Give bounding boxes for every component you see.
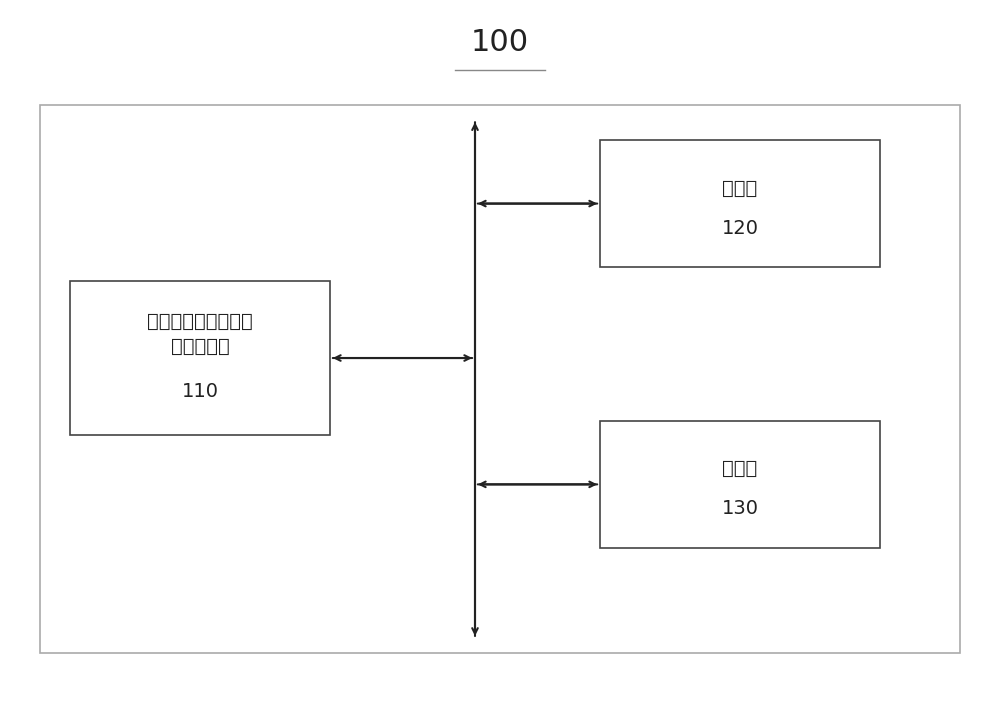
Text: 120: 120 [722,218,759,238]
Text: 处理器: 处理器 [722,178,758,198]
FancyBboxPatch shape [40,105,960,653]
FancyBboxPatch shape [600,140,880,267]
FancyBboxPatch shape [70,281,330,435]
FancyBboxPatch shape [600,421,880,548]
Text: 100: 100 [471,27,529,57]
Text: 110: 110 [182,382,218,402]
Text: 基于视频处理的串并
案分析装置: 基于视频处理的串并 案分析装置 [147,312,253,355]
Text: 130: 130 [722,499,759,519]
Text: 存储器: 存储器 [722,459,758,479]
